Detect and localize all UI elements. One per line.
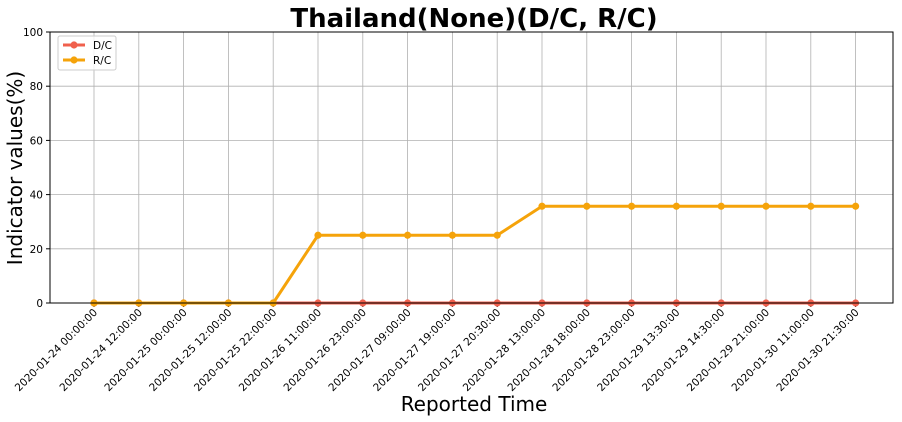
legend: D/C R/C [57,35,117,71]
y-tick-label: 40 [30,190,43,202]
chart-title: Thailand(None)(D/C, R/C) [290,4,657,34]
data-point [852,202,860,210]
x-tick-label: 2020-01-24 00:00:00 [13,307,100,394]
data-point [538,202,546,210]
legend-marker [70,56,78,64]
x-tick-label: 2020-01-25 00:00:00 [102,307,189,394]
series-layer [90,202,860,307]
data-point [583,202,591,210]
data-point [672,202,681,210]
y-tick-label: 60 [30,135,43,147]
x-tick-label: 2020-01-26 23:00:00 [282,307,369,394]
y-axis-ticks: 0 20 40 60 80 100 [23,27,50,310]
grid-lines [50,31,893,304]
series-line [94,204,856,305]
y-axis-label: Indicator values(%) [3,71,27,265]
legend-label: D/C [93,40,112,52]
data-point [448,231,456,239]
y-tick-label: 0 [36,298,43,310]
x-tick-label: 2020-01-25 22:00:00 [192,307,279,394]
legend-marker [70,41,78,49]
legend-label: R/C [93,55,111,67]
x-tick-label: 2020-01-28 13:00:00 [461,307,548,394]
y-tick-label: 20 [30,244,43,256]
data-point [717,202,725,210]
x-tick-label: 2020-01-24 12:00:00 [58,307,145,394]
x-tick-label: 2020-01-25 12:00:00 [147,307,234,394]
y-tick-label: 80 [30,81,43,93]
plot-frame [49,31,894,304]
data-point [493,231,501,239]
y-tick-label: 100 [23,27,43,39]
x-tick-label: 2020-01-28 18:00:00 [506,307,593,394]
x-tick-label: 2020-01-29 14:30:00 [640,307,727,394]
data-point [359,231,367,239]
data-point [807,202,815,210]
data-point [628,202,636,210]
x-tick-label: 2020-01-27 20:30:00 [416,307,503,394]
x-tick-label: 2020-01-28 23:00:00 [550,307,637,394]
x-axis-label: Reported Time [401,392,548,416]
x-tick-label: 2020-01-27 19:00:00 [371,307,458,394]
data-point [404,231,412,239]
series-r-c [90,202,860,307]
x-tick-label: 2020-01-30 21:30:00 [774,307,861,394]
x-tick-label: 2020-01-29 13:30:00 [595,307,682,394]
x-tick-label: 2020-01-27 09:00:00 [326,307,413,394]
data-point [762,202,770,210]
data-point [314,231,322,239]
x-tick-label: 2020-01-26 11:00:00 [237,307,324,394]
x-tick-label: 2020-01-29 21:00:00 [685,307,772,394]
x-tick-label: 2020-01-30 11:00:00 [730,307,817,394]
